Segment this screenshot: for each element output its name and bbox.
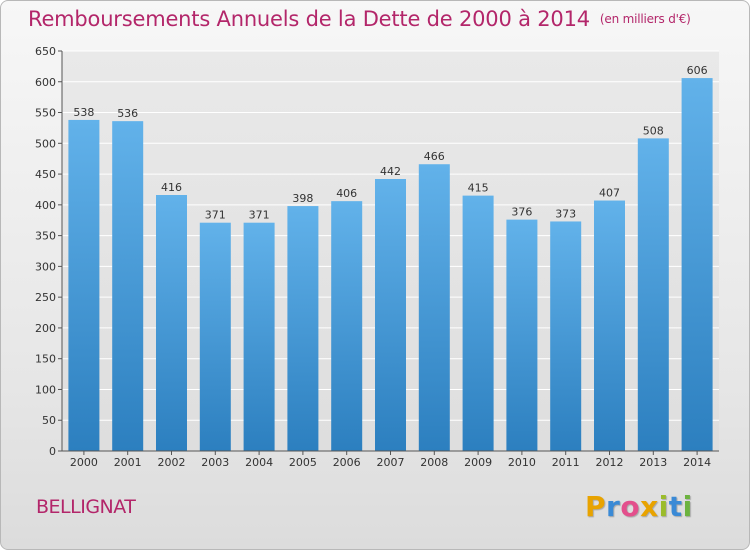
bar [331,201,363,451]
logo-letter: P [585,490,607,523]
data-label: 536 [117,107,138,120]
bar [243,222,275,451]
bar [287,206,319,451]
x-tick-label: 2005 [289,456,317,469]
bar [199,222,231,451]
data-label: 407 [599,187,620,200]
x-tick-label: 2007 [377,456,405,469]
bar [637,138,669,451]
data-label: 538 [73,106,94,119]
x-tick-label: 2010 [508,456,536,469]
y-tick-label: 600 [35,76,56,89]
x-tick-label: 2002 [158,456,186,469]
bar [681,78,713,452]
bar [112,121,144,452]
chart-unit: (en milliers d'€) [599,12,691,26]
logo-letter: t [668,490,683,523]
bar [550,221,582,451]
y-tick-label: 250 [35,291,56,304]
x-tick-label: 2003 [201,456,229,469]
bar [418,164,450,451]
y-tick-label: 450 [35,168,56,181]
bar [375,179,406,451]
bar [594,200,625,451]
y-tick-label: 100 [35,383,56,396]
bar [462,195,494,451]
x-tick-label: 2009 [464,456,492,469]
y-tick-label: 0 [49,445,56,458]
data-label: 466 [424,150,445,163]
data-label: 406 [336,187,357,200]
logo-letter: r [606,490,621,523]
x-tick-label: 2011 [552,456,580,469]
bar [506,219,538,451]
y-tick-label: 150 [35,353,56,366]
logo-letter: i [682,490,693,523]
proxiti-logo: Proxiti [585,490,693,523]
bar [68,119,100,451]
y-tick-label: 300 [35,260,56,273]
y-tick-label: 500 [35,137,56,150]
y-tick-label: 200 [35,322,56,335]
bar [156,195,187,451]
data-label: 416 [161,181,182,194]
y-tick-label: 650 [35,45,56,58]
logo-letter: x [640,490,659,523]
x-tick-label: 2008 [420,456,448,469]
data-label: 376 [511,206,532,219]
x-tick-label: 2000 [70,456,98,469]
data-label: 373 [555,207,576,220]
y-tick-label: 50 [42,414,56,427]
data-label: 508 [643,124,664,137]
x-tick-label: 2013 [639,456,667,469]
x-tick-label: 2004 [245,456,273,469]
chart-title-text: Remboursements Annuels de la Dette de 20… [28,7,590,31]
logo-letter: i [658,490,669,523]
commune-name: BELLIGNAT [36,496,136,518]
data-label: 442 [380,165,401,178]
data-label: 606 [687,64,708,77]
logo-letter: o [620,490,641,523]
x-tick-label: 2012 [596,456,624,469]
chart-title: Remboursements Annuels de la Dette de 20… [28,7,691,31]
data-label: 398 [292,192,313,205]
x-tick-label: 2001 [114,456,142,469]
x-tick-label: 2014 [683,456,711,469]
y-tick-label: 400 [35,199,56,212]
data-label: 371 [249,209,270,222]
data-label: 415 [468,182,489,195]
y-tick-label: 350 [35,230,56,243]
data-label: 371 [205,209,226,222]
y-tick-label: 550 [35,107,56,120]
x-tick-label: 2006 [333,456,361,469]
